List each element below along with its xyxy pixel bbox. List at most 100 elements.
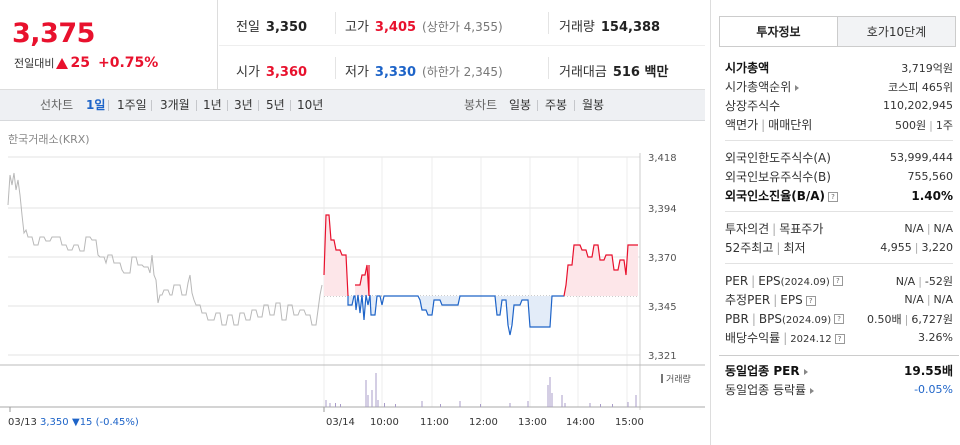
separator — [151, 100, 152, 111]
arrow-right-icon[interactable] — [795, 84, 800, 91]
x-tick: 11:00 — [420, 417, 449, 428]
arrow-right-icon[interactable] — [803, 368, 808, 375]
dividend-row: 배당수익률 | 2024.12? 3.26% — [725, 331, 953, 345]
price-area: 3,375 전일대비 25 +0.75% — [0, 0, 218, 90]
price-line-up — [563, 244, 638, 297]
sector-box — [719, 355, 959, 400]
period-3y-button[interactable]: 3년 — [234, 98, 253, 112]
per-eps-row: PER | EPS(2024.09)? N/A | -52원 — [725, 273, 953, 288]
x-axis-labels: 03/13 3,350 ▼15 (-0.45%) 03/14 10:00 11:… — [8, 417, 644, 428]
current-price: 3,375 — [12, 18, 95, 49]
y-tick: 3,394 — [648, 204, 677, 215]
help-icon[interactable]: ? — [834, 314, 845, 324]
divider — [335, 12, 336, 34]
period-10y-button[interactable]: 10년 — [297, 98, 324, 112]
price-chart: 3,418 3,394 3,370 3,345 3,321 — [0, 153, 705, 428]
market-cap-rank-row: 시가총액순위 코스피 465위 — [725, 80, 953, 94]
chart-source: 한국거래소(KRX) — [8, 133, 90, 146]
market-cap-row: 시가총액 3,719억원 — [725, 61, 953, 75]
change-amount: 25 — [70, 55, 90, 71]
trade-value: 거래대금 516 백만 — [559, 65, 669, 80]
y-tick: 3,345 — [648, 302, 677, 313]
up-arrow-icon — [56, 57, 69, 69]
help-icon[interactable]: ? — [834, 333, 845, 344]
prev-day-change: ▼15 (-0.45%) — [72, 417, 139, 428]
foreign-ratio-row: 외국인소진율(B/A)? 1.40% — [725, 188, 953, 204]
chart-period-toolbar: 선차트 1일 1주일 3개월 1년 3년 5년 10년 봉차트 일봉 주봉 월봉 — [0, 90, 705, 121]
change-percent: +0.75% — [97, 55, 159, 71]
prev-close: 전일 3,350 — [236, 20, 308, 35]
period-1d-button[interactable]: 1일 — [86, 98, 106, 112]
volume-bars — [325, 373, 637, 407]
par-row: 액면가 | 매매단위 500원 | 1주 — [725, 118, 953, 132]
divider — [725, 211, 953, 212]
period-5y-button[interactable]: 5년 — [266, 98, 285, 112]
x-tick: 13:00 — [518, 417, 547, 428]
tab-investment-info[interactable]: 투자정보 — [719, 16, 838, 47]
help-icon[interactable]: ? — [828, 191, 839, 202]
separator — [196, 100, 197, 111]
line-chart-label: 선차트 — [40, 98, 74, 112]
help-icon[interactable]: ? — [805, 295, 816, 306]
opinion-row: 투자의견 | 목표주가 N/A | N/A — [725, 222, 953, 236]
prev-day-price-line — [7, 172, 323, 326]
period-1y-button[interactable]: 1년 — [203, 98, 222, 112]
price-line-down — [347, 294, 564, 336]
shares-row: 상장주식수 110,202,945 — [725, 99, 953, 113]
volume-bars-small — [335, 403, 613, 407]
period-3m-button[interactable]: 3개월 — [160, 98, 190, 112]
candle-monthly-button[interactable]: 월봉 — [582, 98, 605, 112]
row-divider — [219, 45, 705, 46]
y-tick: 3,370 — [648, 253, 677, 264]
x-tick: 10:00 — [370, 417, 399, 428]
help-icon[interactable]: ? — [832, 276, 843, 286]
price-line-up — [323, 214, 349, 297]
sector-per-row: 동일업종 PER 19.55배 — [725, 364, 953, 378]
stock-quote-panel: 3,375 전일대비 25 +0.75% 전일 3,350 고가 3,405 (… — [0, 0, 705, 428]
separator — [227, 100, 228, 111]
foreign-limit-row: 외국인한도주식수(A) 53,999,444 — [725, 151, 953, 165]
low-price: 저가 3,330 (하한가 2,345) — [345, 65, 503, 80]
divider — [725, 140, 953, 141]
divider — [725, 263, 953, 264]
separator — [290, 100, 291, 111]
separator — [108, 100, 109, 111]
tab-underline — [719, 46, 956, 47]
foreign-hold-row: 외국인보유주식수(B) 755,560 — [725, 170, 953, 184]
week52-row: 52주최고 | 최저 4,955 | 3,220 — [725, 241, 953, 255]
candle-daily-button[interactable]: 일봉 — [509, 98, 532, 112]
divider — [335, 57, 336, 79]
volume: 거래량 154,388 — [559, 20, 661, 35]
open-price: 시가 3,360 — [236, 65, 308, 80]
prev-day-price: 3,350 — [40, 417, 69, 428]
x-tick: 14:00 — [566, 417, 595, 428]
pbr-bps-row: PBR | BPS(2024.09)? 0.50배 | 6,727원 — [725, 311, 953, 326]
volume-legend-icon — [661, 374, 663, 383]
volume-label: 거래량 — [666, 373, 691, 385]
period-1w-button[interactable]: 1주일 — [117, 98, 147, 112]
prev-date-label: 03/13 — [8, 417, 37, 428]
separator — [574, 100, 575, 111]
x-tick: 15:00 — [615, 417, 644, 428]
investment-info-panel: 투자정보 호가10단계 시가총액 3,719억원 시가총액순위 코스피 465위… — [710, 0, 960, 445]
separator — [258, 100, 259, 111]
est-per-row: 추정PER | EPS? N/A | N/A — [725, 293, 953, 307]
separator — [537, 100, 538, 111]
candle-weekly-button[interactable]: 주봉 — [545, 98, 568, 112]
change-row: 전일대비 25 +0.75% — [14, 55, 158, 71]
arrow-right-icon[interactable] — [810, 387, 815, 394]
above-baseline-fill — [324, 215, 638, 296]
date-label: 03/14 — [326, 417, 355, 428]
candle-chart-label: 봉차트 — [464, 98, 498, 112]
high-price: 고가 3,405 (상한가 4,355) — [345, 20, 503, 35]
divider — [548, 12, 549, 34]
sector-change-row: 동일업종 등락률 -0.05% — [725, 383, 953, 397]
y-tick-labels: 3,418 3,394 3,370 3,345 3,321 — [648, 153, 677, 362]
y-tick: 3,321 — [648, 351, 677, 362]
tab-order-book[interactable]: 호가10단계 — [837, 16, 956, 47]
change-label: 전일대비 — [14, 57, 55, 70]
divider — [548, 57, 549, 79]
price-line-up — [355, 264, 370, 297]
x-tick: 12:00 — [469, 417, 498, 428]
y-tick: 3,418 — [648, 153, 677, 164]
